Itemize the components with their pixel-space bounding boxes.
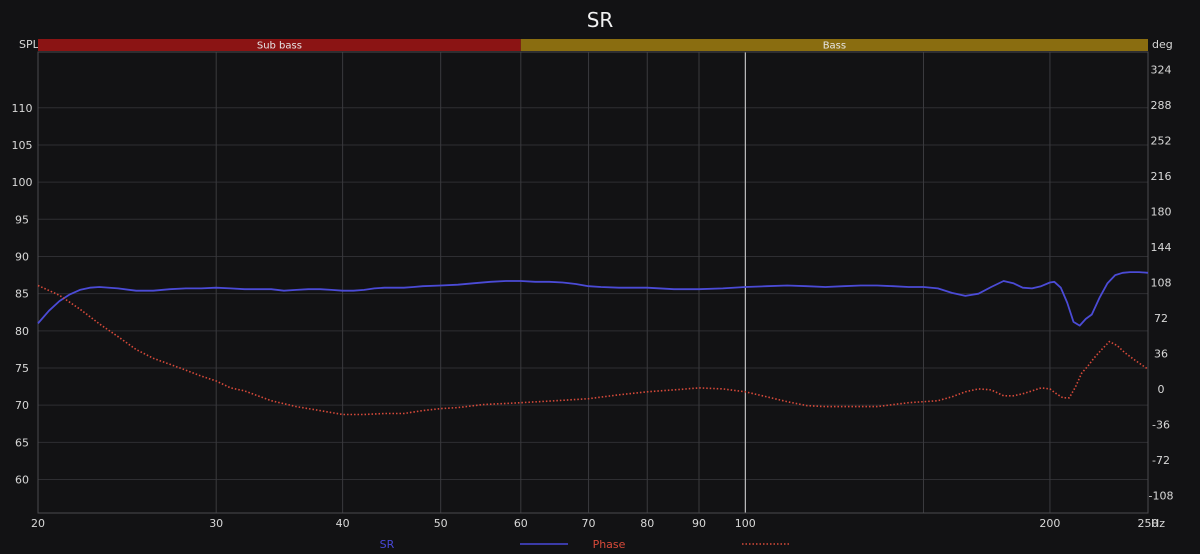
y-left-tick-65: 65: [15, 436, 29, 449]
x-tick-80: 80: [640, 517, 654, 530]
x-tick-50: 50: [434, 517, 448, 530]
y-right-tick-144: 144: [1151, 241, 1172, 254]
series-layer: [37, 271, 1149, 416]
y-left-tick-80: 80: [15, 325, 29, 338]
y-left-tick-85: 85: [15, 288, 29, 301]
y-left-tick-70: 70: [15, 399, 29, 412]
y-left-tick-60: 60: [15, 474, 29, 487]
y-left-tick-105: 105: [12, 139, 33, 152]
y-left-tick-labels: 60 65 70 75 80 85 90 95 100 105 110: [12, 102, 33, 487]
band-bass: [520, 39, 1148, 51]
y-right-tick--108: -108: [1149, 489, 1174, 502]
band-sub-bass: [38, 39, 521, 51]
y-right-tick-0: 0: [1158, 383, 1165, 396]
x-axis-unit: Hz: [1151, 517, 1165, 530]
y-right-axis-label: deg: [1152, 38, 1173, 51]
y-right-tick-36: 36: [1154, 347, 1168, 360]
x-tick-labels: 20 30 40 50 60 70 80 90 100 200 250: [31, 517, 1159, 530]
y-right-tick-72: 72: [1154, 312, 1168, 325]
series-line-phase: [37, 284, 1149, 416]
plot-frame: [37, 51, 1149, 514]
y-left-axis-label: SPL: [19, 38, 40, 51]
x-tick-30: 30: [209, 517, 223, 530]
y-right-tick--36: -36: [1152, 418, 1170, 431]
y-right-tick-108: 108: [1151, 277, 1172, 290]
plot-border: [37, 51, 1149, 514]
x-tick-100: 100: [735, 517, 756, 530]
y-right-tick-180: 180: [1151, 206, 1172, 219]
x-tick-250: 250: [1138, 517, 1159, 530]
y-left-tick-95: 95: [15, 213, 29, 226]
x-tick-20: 20: [31, 517, 45, 530]
frequency-bands: Sub bass Bass: [38, 39, 1148, 52]
band-label-sub-bass: Sub bass: [257, 41, 302, 52]
y-right-tick-288: 288: [1151, 99, 1172, 112]
x-tick-70: 70: [582, 517, 596, 530]
series-line-sr: [37, 271, 1149, 327]
band-label-bass: Bass: [823, 41, 846, 52]
x-tick-60: 60: [514, 517, 528, 530]
y-right-tick-324: 324: [1151, 64, 1172, 77]
chart-title: SR: [587, 8, 614, 32]
y-left-tick-110: 110: [12, 102, 33, 115]
x-tick-40: 40: [336, 517, 350, 530]
y-left-tick-100: 100: [12, 176, 33, 189]
legend: SR Phase: [380, 538, 790, 551]
y-right-tick-252: 252: [1151, 135, 1172, 148]
y-left-tick-75: 75: [15, 362, 29, 375]
legend-label-sr: SR: [380, 538, 395, 551]
y-left-tick-90: 90: [15, 250, 29, 263]
y-right-tick-216: 216: [1151, 170, 1172, 183]
y-right-tick-labels: -108 -72 -36 0 36 72 108 144 180 216 252 288 324: [1149, 64, 1174, 503]
legend-label-phase: Phase: [593, 538, 626, 551]
x-tick-200: 200: [1039, 517, 1060, 530]
y-right-tick--72: -72: [1152, 454, 1170, 467]
x-tick-90: 90: [692, 517, 706, 530]
